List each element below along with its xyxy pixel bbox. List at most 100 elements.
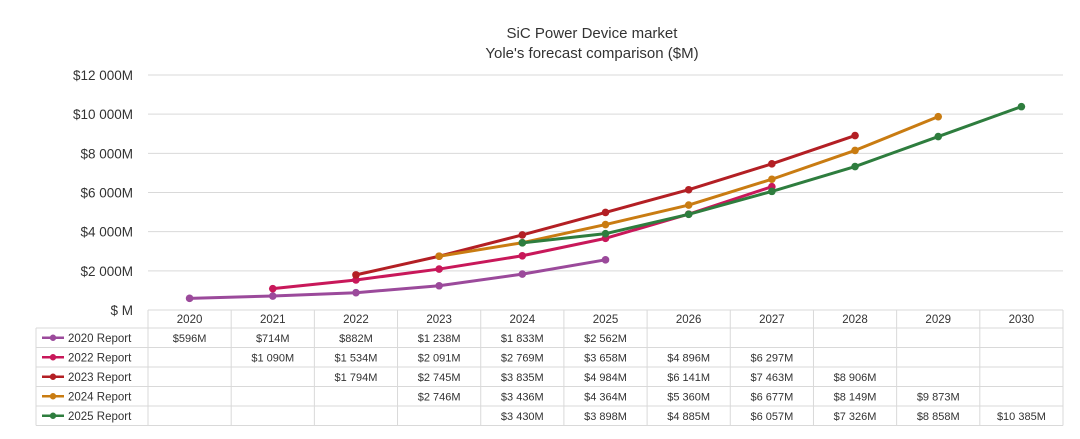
y-tick-label: $8 000M xyxy=(80,146,133,161)
table-cell-value: $2 562M xyxy=(584,333,627,345)
data-point xyxy=(851,131,859,140)
chart-title-line-2: Yole's forecast comparison ($M) xyxy=(485,45,698,62)
table-cell-value: $9 873M xyxy=(917,391,960,403)
table-cell-value: $2 091M xyxy=(418,352,461,364)
x-tick-label: 2022 xyxy=(343,314,369,326)
data-point xyxy=(684,185,693,194)
data-point xyxy=(518,270,527,278)
series-lines xyxy=(185,102,1026,303)
table-cell-value: $882M xyxy=(339,333,373,345)
chart-title-line-1: SiC Power Device market xyxy=(507,25,679,42)
y-tick-label: $10 000M xyxy=(73,107,133,122)
table-cell-value: $1 833M xyxy=(501,333,544,345)
table-cell-value: $6 057M xyxy=(750,411,793,423)
legend-entry: 2023 Report xyxy=(68,372,132,384)
table-cell-value: $2 769M xyxy=(501,352,544,364)
table-cell-value: $4 885M xyxy=(667,411,710,423)
y-tick-label: $12 000M xyxy=(73,68,133,83)
table-cell-value: $1 794M xyxy=(335,372,378,384)
data-point xyxy=(601,208,610,217)
legend-entry: 2025 Report xyxy=(68,411,132,423)
y-tick-label: $4 000M xyxy=(80,225,133,240)
data-point xyxy=(934,112,943,121)
table-cell-value: $6 297M xyxy=(750,352,793,364)
data-point xyxy=(268,292,277,300)
data-point xyxy=(435,281,443,290)
table-cell-value: $3 898M xyxy=(584,411,627,423)
data-point xyxy=(352,271,360,279)
data-point xyxy=(684,201,693,209)
data-point xyxy=(435,265,443,273)
x-tick-label: 2021 xyxy=(260,314,286,326)
table-cell-value: $1 534M xyxy=(335,352,378,364)
legend-key-marker xyxy=(49,334,57,341)
x-tick-label: 2026 xyxy=(676,314,702,326)
x-tick-label: 2029 xyxy=(925,314,951,326)
data-point xyxy=(768,175,776,184)
table-cell-value: $6 141M xyxy=(667,372,710,384)
legend-entry: 2020 Report xyxy=(68,333,132,345)
table-cell-value: $714M xyxy=(256,333,290,345)
x-tick-label: 2028 xyxy=(842,314,868,326)
table-cell-value: $8 906M xyxy=(834,372,877,384)
x-tick-label: 2020 xyxy=(177,314,203,326)
y-tick-label: $2 000M xyxy=(80,264,133,279)
data-point xyxy=(768,160,776,168)
table-cell-value: $7 326M xyxy=(834,411,877,423)
legend-entry: 2022 Report xyxy=(68,352,132,364)
data-point xyxy=(851,162,859,171)
table-cell-value: $3 436M xyxy=(501,391,544,403)
data-point xyxy=(352,288,360,297)
data-point xyxy=(851,146,859,155)
x-tick-label: 2024 xyxy=(510,314,536,326)
data-point xyxy=(934,132,943,141)
table-cell-value: $4 364M xyxy=(584,391,627,403)
legend-key-marker xyxy=(49,373,57,380)
table-cell-value: $7 463M xyxy=(750,372,793,384)
table-cell-value: $1 090M xyxy=(251,352,294,364)
data-table: 2020 2021 2022 2023 2024 2025 2026 2027 2028 2029… xyxy=(35,309,1064,426)
legend-key-marker xyxy=(49,412,57,419)
series-line xyxy=(354,134,857,277)
data-point xyxy=(435,252,443,261)
x-tick-label: 2025 xyxy=(593,314,619,326)
table-cell-value: $596M xyxy=(173,333,207,345)
data-point xyxy=(768,187,776,196)
x-tick-label: 2023 xyxy=(426,314,452,326)
table-cell-value: $2 745M xyxy=(418,372,461,384)
table-cell-value: $5 360M xyxy=(667,391,710,403)
legend-key-marker xyxy=(49,354,57,361)
data-point xyxy=(518,251,527,260)
data-point xyxy=(601,256,610,264)
data-point xyxy=(601,229,610,238)
table-cell-value: $3 658M xyxy=(584,352,627,364)
y-axis: $ M $2 000M $4 000M $6 000M $8 000M $10 000M $… xyxy=(73,68,133,318)
series-line xyxy=(520,105,1023,245)
data-point xyxy=(1017,102,1026,111)
y-tick-label: $ M xyxy=(110,303,133,318)
table-cell-value: $2 746M xyxy=(418,391,461,403)
data-point xyxy=(684,210,693,219)
table-cell-value: $10 385M xyxy=(997,411,1046,423)
series-line xyxy=(188,258,607,300)
grid-lines xyxy=(148,74,1063,311)
y-tick-label: $6 000M xyxy=(80,186,133,201)
table-cell-value: $3 430M xyxy=(501,411,544,423)
data-point xyxy=(601,220,610,229)
table-cell-value: $1 238M xyxy=(418,333,461,345)
table-cell-value: $4 984M xyxy=(584,372,627,384)
x-tick-label: 2030 xyxy=(1009,314,1035,326)
legend-entry: 2024 Report xyxy=(68,391,132,403)
data-point xyxy=(518,239,527,247)
table-cell-value: $6 677M xyxy=(750,391,793,403)
legend-key-marker xyxy=(49,393,57,400)
table-cell-value: $3 835M xyxy=(501,372,544,384)
table-cell-value: $8 858M xyxy=(917,411,960,423)
data-point xyxy=(518,231,527,239)
x-tick-label: 2027 xyxy=(759,314,785,326)
data-point xyxy=(268,284,277,293)
table-cell-value: $8 149M xyxy=(834,391,877,403)
data-point xyxy=(185,294,194,303)
table-cell-value: $4 896M xyxy=(667,352,710,364)
